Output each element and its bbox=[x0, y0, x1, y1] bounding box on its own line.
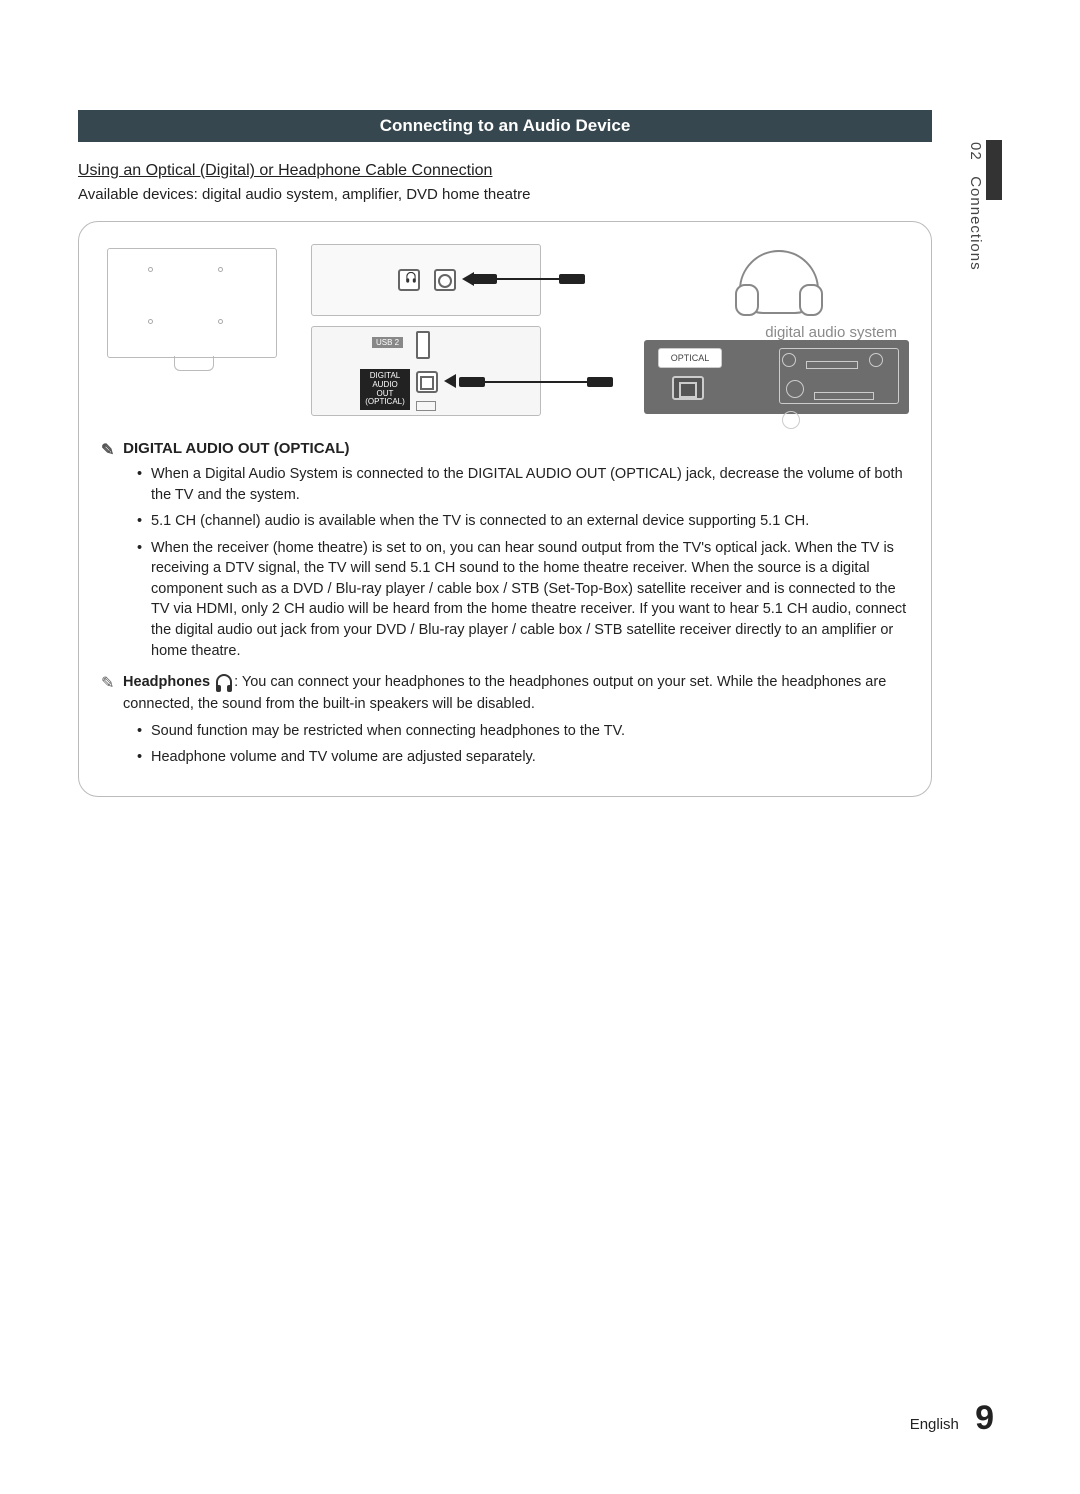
headphone-cable bbox=[473, 278, 583, 280]
headphone-panel bbox=[311, 244, 541, 316]
chapter-side-tab: 02 Connections bbox=[974, 140, 1002, 310]
optical-section-heading: ✎ DIGITAL AUDIO OUT (OPTICAL) bbox=[101, 438, 909, 458]
tv-rear-panel: USB 2 DIGITAL AUDIO OUT (OPTICAL) bbox=[311, 244, 541, 419]
list-item: 5.1 CH (channel) audio is available when… bbox=[137, 511, 909, 532]
usb-label: USB 2 bbox=[372, 337, 403, 348]
tv-outline bbox=[107, 248, 277, 358]
aux-jack-icon bbox=[434, 269, 456, 291]
headphones-lead-text: : You can connect your headphones to the… bbox=[123, 674, 886, 712]
optical-heading-text: DIGITAL AUDIO OUT (OPTICAL) bbox=[123, 440, 349, 457]
connection-figure: USB 2 DIGITAL AUDIO OUT (OPTICAL) digita… bbox=[78, 221, 932, 797]
das-front-panel bbox=[779, 348, 899, 404]
tv-hole-icon bbox=[218, 319, 223, 324]
tray-slot-icon bbox=[814, 392, 874, 400]
side-tab-marker bbox=[986, 140, 1002, 200]
chapter-title: Connections bbox=[967, 176, 984, 270]
das-optical-label: OPTICAL bbox=[658, 348, 722, 368]
tv-hole-icon bbox=[218, 267, 223, 272]
optical-cable bbox=[461, 381, 611, 383]
knob-icon bbox=[782, 411, 800, 429]
connection-diagram: USB 2 DIGITAL AUDIO OUT (OPTICAL) digita… bbox=[101, 244, 909, 424]
optical-section: ✎ DIGITAL AUDIO OUT (OPTICAL) When a Dig… bbox=[101, 438, 909, 661]
side-tab-text: 02 Connections bbox=[967, 142, 984, 271]
digital-audio-system: OPTICAL bbox=[644, 340, 909, 414]
display-slot-icon bbox=[806, 361, 858, 369]
list-item: Headphone volume and TV volume are adjus… bbox=[137, 747, 909, 768]
knob-icon bbox=[786, 380, 804, 398]
list-item: When a Digital Audio System is connected… bbox=[137, 464, 909, 505]
headphones-lead-bold: Headphones bbox=[123, 674, 210, 690]
footer-language: English bbox=[910, 1416, 959, 1433]
knob-icon bbox=[869, 353, 883, 367]
tv-hole-icon bbox=[148, 319, 153, 324]
das-title: digital audio system bbox=[765, 324, 897, 341]
optical-out-label: DIGITAL AUDIO OUT (OPTICAL) bbox=[360, 369, 410, 410]
optical-panel: USB 2 DIGITAL AUDIO OUT (OPTICAL) bbox=[311, 326, 541, 416]
tv-hole-icon bbox=[148, 267, 153, 272]
note-icon: ✎ bbox=[101, 440, 119, 460]
headphones-icon bbox=[739, 250, 819, 314]
list-item: When the receiver (home theatre) is set … bbox=[137, 538, 909, 661]
headphones-section: ✎ Headphones : You can connect your head… bbox=[101, 671, 909, 767]
knob-icon bbox=[782, 353, 796, 367]
note-icon: ✎ bbox=[101, 673, 119, 696]
list-item: Sound function may be restricted when co… bbox=[137, 721, 909, 742]
headphones-glyph-icon bbox=[216, 674, 232, 688]
page-number: 9 bbox=[975, 1399, 994, 1437]
usb-port-icon bbox=[416, 331, 430, 359]
page-footer: English 9 bbox=[910, 1399, 994, 1438]
available-devices-text: Available devices: digital audio system,… bbox=[78, 186, 1002, 203]
headphones-bullet-list: Sound function may be restricted when co… bbox=[137, 721, 909, 768]
headphones-paragraph: ✎ Headphones : You can connect your head… bbox=[123, 671, 909, 714]
headphone-jack-icon bbox=[398, 269, 420, 291]
subsection-heading: Using an Optical (Digital) or Headphone … bbox=[78, 162, 1002, 180]
das-optical-port-icon bbox=[672, 376, 704, 400]
port-icon bbox=[416, 401, 436, 411]
optical-jack-icon bbox=[416, 371, 438, 393]
arrow-left-icon bbox=[444, 374, 456, 388]
section-banner: Connecting to an Audio Device bbox=[78, 110, 932, 142]
manual-page: 02 Connections Connecting to an Audio De… bbox=[0, 0, 1080, 1494]
chapter-number: 02 bbox=[967, 142, 984, 161]
optical-bullet-list: When a Digital Audio System is connected… bbox=[137, 464, 909, 661]
